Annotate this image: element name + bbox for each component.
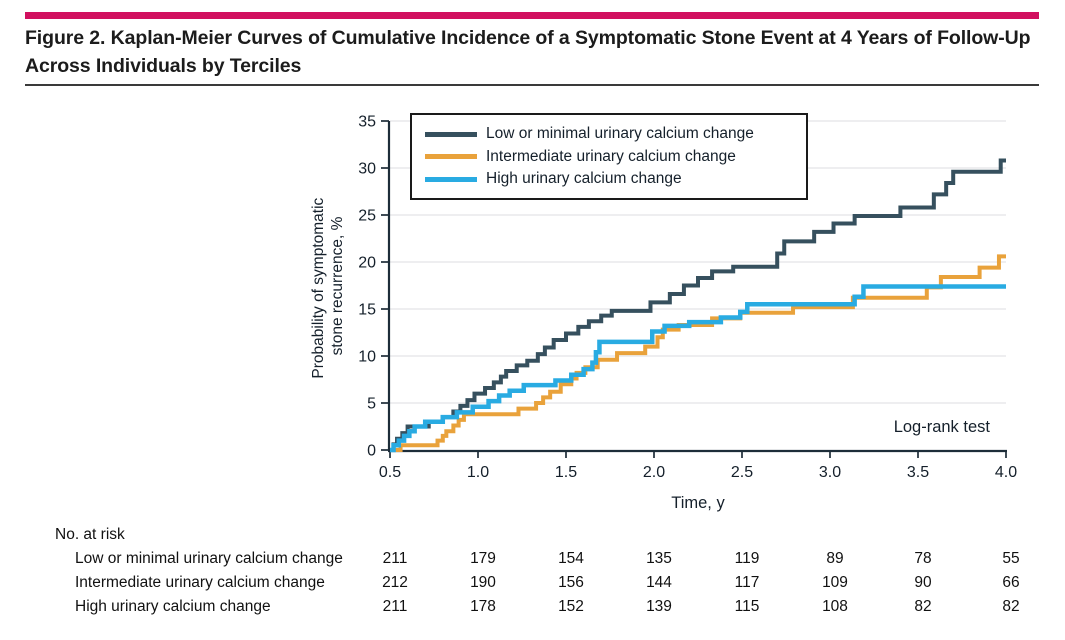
risk-count: 108 [822, 598, 848, 615]
curve-layer [390, 158, 1006, 453]
x-axis-label: Time, y [671, 494, 725, 512]
logrank-annotation: Log-rank test [893, 418, 990, 436]
accent-bar [25, 12, 1039, 19]
km-curve-0 [390, 158, 1006, 452]
legend-item-low: Low or minimal urinary calcium change [425, 124, 806, 144]
x-tick-label: 3.5 [907, 464, 929, 481]
risk-count: 82 [1002, 598, 1020, 615]
x-tick-label: 2.0 [643, 464, 665, 481]
risk-count: 178 [470, 598, 496, 615]
risk-count: 135 [646, 550, 672, 567]
x-tick-label: 0.5 [379, 464, 401, 481]
risk-row-label-low: Low or minimal urinary calcium change [75, 550, 343, 567]
legend-label-high: High urinary calcium change [486, 170, 682, 187]
y-tick-label: 30 [358, 161, 376, 178]
risk-count: 90 [914, 574, 932, 591]
title-divider [25, 84, 1039, 86]
risk-count: 82 [914, 598, 932, 615]
y-axis-label-line1: Probability of symptomatic [310, 197, 327, 378]
legend-label-intermediate: Intermediate urinary calcium change [486, 147, 736, 165]
risk-count: 211 [382, 598, 408, 615]
risk-count: 109 [822, 574, 848, 591]
y-tick-label: 25 [358, 208, 376, 225]
risk-count: 119 [734, 550, 760, 567]
risk-table-header: No. at risk [55, 526, 125, 543]
risk-count: 78 [914, 550, 932, 567]
risk-count: 55 [1002, 550, 1020, 567]
risk-count: 179 [470, 550, 496, 567]
km-curve-2 [390, 284, 1006, 453]
risk-count: 115 [734, 598, 760, 615]
y-tick-label: 20 [358, 255, 376, 272]
legend-line-swatch-low [425, 131, 477, 137]
legend-item-high: High urinary calcium change [425, 169, 806, 189]
risk-count: 66 [1002, 574, 1020, 591]
legend-line-swatch-high [425, 176, 477, 182]
figure-title: Figure 2. Kaplan-Meier Curves of Cumulat… [25, 27, 1031, 77]
x-tick-label: 4.0 [995, 464, 1017, 481]
risk-row-label-intermediate: Intermediate urinary calcium change [75, 574, 325, 591]
risk-row-label-high: High urinary calcium change [75, 598, 271, 615]
risk-count: 212 [382, 574, 408, 591]
legend-item-intermediate: Intermediate urinary calcium change [425, 147, 806, 167]
risk-count: 211 [382, 550, 408, 567]
y-axis-label: Probability of symptomatic stone recurre… [310, 193, 346, 378]
chart-legend: Low or minimal urinary calcium change In… [410, 113, 808, 200]
risk-count: 152 [558, 598, 584, 615]
x-tick-label: 1.5 [555, 464, 577, 481]
y-tick-label: 15 [358, 302, 376, 319]
risk-count: 117 [734, 574, 760, 591]
risk-count: 190 [470, 574, 496, 591]
axis-layer: 0 5 10 15 20 25 30 35 0.5 1.0 1.5 2.0 2.5 3.0 3.5 4.0 [358, 114, 1017, 482]
legend-line-swatch-intermediate [425, 154, 477, 159]
legend-label-low: Low or minimal urinary calcium change [486, 125, 754, 142]
y-tick-label: 35 [358, 114, 376, 131]
risk-count: 154 [558, 550, 584, 567]
y-axis-label-line2: stone recurrence, % [329, 216, 346, 355]
risk-count: 156 [558, 574, 584, 591]
risk-count: 139 [646, 598, 672, 615]
x-tick-label: 2.5 [731, 464, 753, 481]
risk-count: 144 [646, 574, 672, 591]
y-tick-label: 5 [367, 396, 376, 413]
x-tick-label: 3.0 [819, 464, 841, 481]
y-tick-label: 10 [358, 349, 376, 366]
risk-count: 89 [826, 550, 844, 567]
x-tick-label: 1.0 [467, 464, 489, 481]
y-tick-label: 0 [367, 443, 376, 460]
